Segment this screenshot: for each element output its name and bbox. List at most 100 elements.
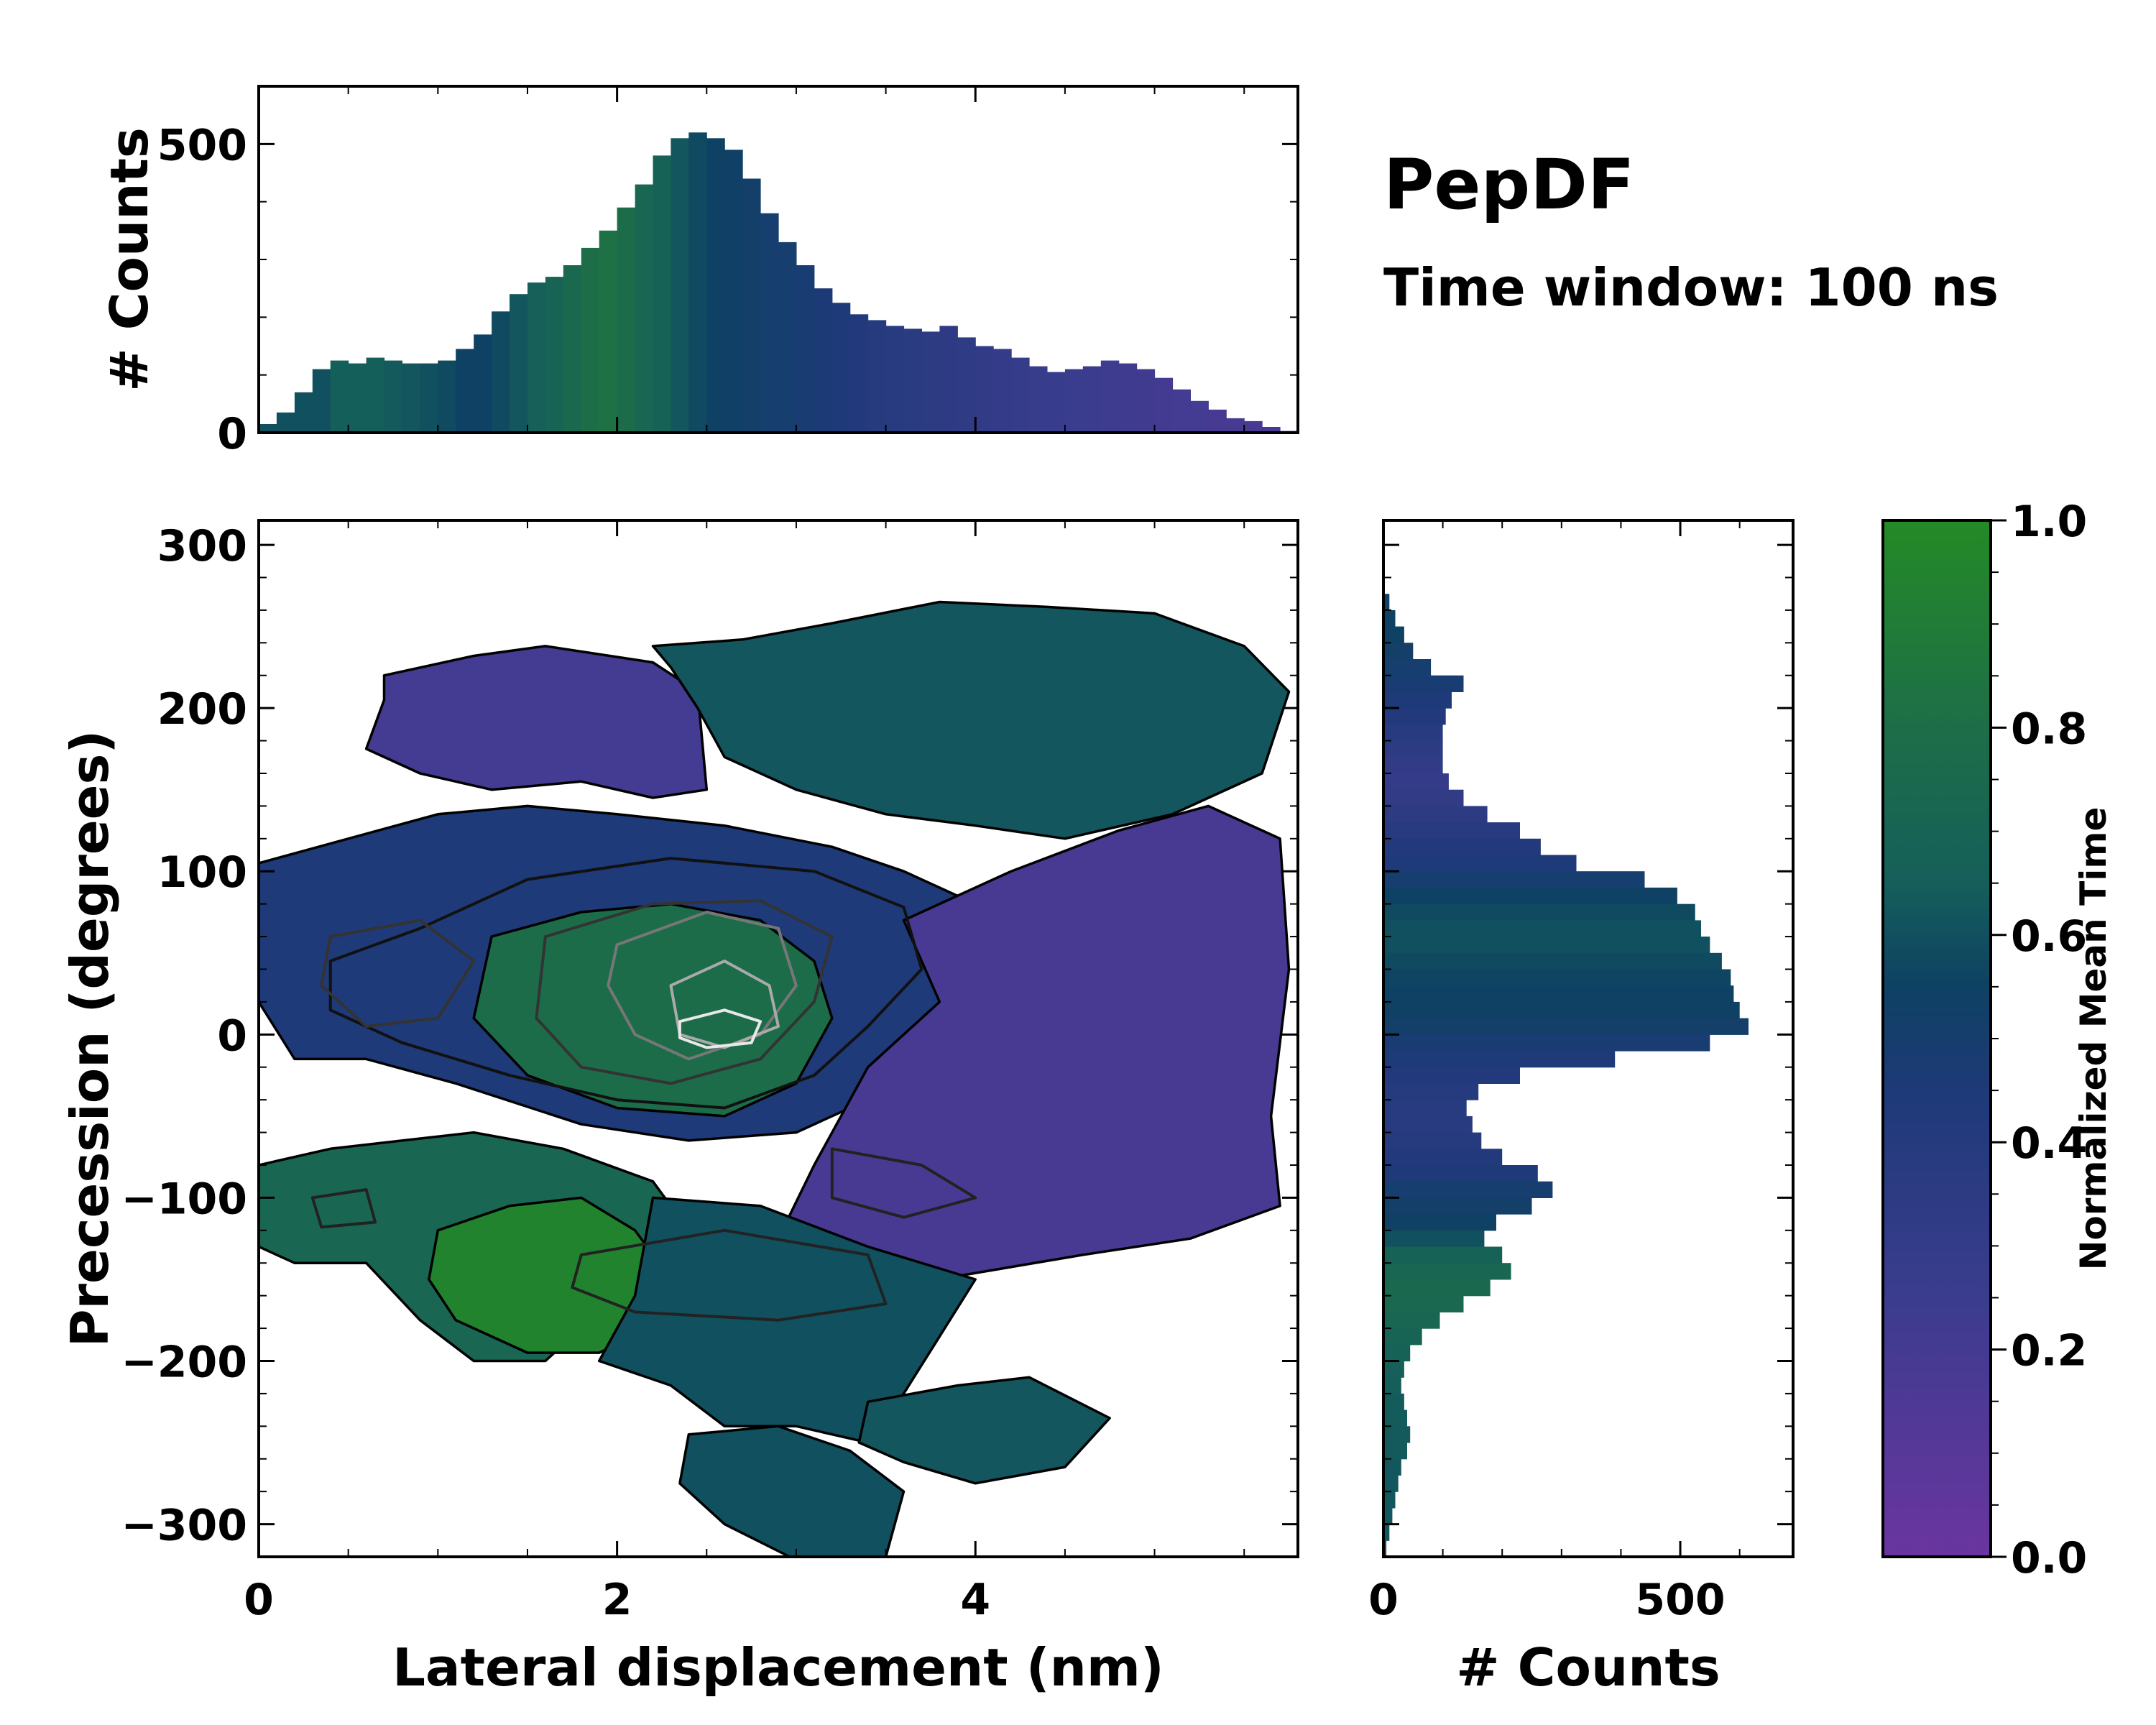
top-histogram-bar [563, 265, 582, 433]
top-histogram-ticks: 0 500 [157, 86, 1298, 459]
top-histogram-bar [581, 247, 600, 433]
top-histogram-bar [796, 265, 815, 433]
right-histogram-bar [1383, 969, 1731, 986]
top-histogram-bar [1226, 418, 1245, 433]
right-histogram-bar [1383, 740, 1443, 758]
y-tick-label: −200 [121, 1337, 247, 1387]
right-histogram-bar [1383, 1295, 1464, 1312]
top-histogram-bar [760, 213, 779, 433]
right-histogram-bar [1383, 1524, 1390, 1541]
y-tick-label: 200 [157, 684, 247, 735]
right-histogram-bar [1383, 1475, 1399, 1492]
x-tick-label: 2 [602, 1575, 632, 1625]
top-histogram-bar [1100, 360, 1120, 433]
heatmap-region-bottom-teal-tail [678, 1425, 906, 1557]
top-histogram-bar [1154, 377, 1174, 433]
right-histogram-bar [1383, 1034, 1710, 1052]
right-histogram-bar [1383, 1100, 1467, 1117]
top-y-tick-label: 500 [157, 120, 247, 170]
right-histogram-bar [1383, 952, 1722, 970]
right-histogram-frame [1382, 519, 1795, 1558]
top-histogram-bar [1064, 369, 1084, 433]
top-histogram-bar [456, 349, 474, 433]
right-histogram-bar [1383, 1051, 1616, 1068]
right-histogram-bar [1383, 822, 1520, 840]
x-tick-label: 4 [960, 1575, 990, 1625]
top-histogram-bar [366, 357, 385, 433]
right-x-tick-label: 0 [1368, 1575, 1399, 1625]
right-histogram-bar [1383, 1116, 1473, 1133]
top-histogram-bar [814, 288, 833, 433]
top-histogram-bar [1047, 372, 1066, 433]
top-histogram: 0 500 # Counts [99, 85, 1299, 459]
heatmap-regions [259, 600, 1291, 1557]
right-histogram-bar [1383, 1393, 1404, 1411]
contour-right-lobe [830, 1147, 977, 1219]
right-histogram-bar [1383, 903, 1695, 921]
y-tick-label: 0 [217, 1011, 247, 1061]
right-histogram-bars [1383, 594, 1749, 1557]
top-histogram-ylabel: # Counts [99, 127, 160, 392]
right-histogram-bar [1383, 1507, 1393, 1525]
right-histogram-bar [1383, 806, 1488, 823]
right-histogram-bar [1383, 855, 1577, 872]
top-histogram-bar [1244, 420, 1263, 433]
right-histogram-bar [1383, 626, 1404, 643]
top-histogram-bar [259, 424, 277, 433]
right-histogram-bar [1383, 1083, 1479, 1100]
chart-title: PepDF [1383, 144, 1634, 225]
top-histogram-bar [635, 184, 654, 433]
right-histogram-bar [1383, 1246, 1503, 1264]
colorbar-tick-label: 1.0 [2011, 497, 2087, 547]
right-histogram-bar [1383, 610, 1396, 627]
top-histogram-bar [294, 392, 313, 433]
heatmap-contours [310, 857, 977, 1322]
top-histogram-bar [724, 150, 743, 433]
contour-mid [535, 899, 834, 1085]
top-histogram-bar [1208, 409, 1227, 433]
top-histogram-bar [510, 294, 528, 433]
right-histogram-bar [1383, 675, 1464, 692]
right-histogram-bar [1383, 691, 1452, 709]
contour-peak [678, 1008, 763, 1049]
right-histogram-bar [1383, 643, 1414, 660]
top-histogram-bar [528, 282, 546, 433]
top-histogram-bar [957, 337, 976, 433]
right-histogram-bar [1383, 1197, 1532, 1215]
top-histogram-bar [474, 334, 492, 433]
top-histogram-bar [903, 328, 922, 433]
colorbar-tick-label: 0.6 [2011, 911, 2087, 962]
right-histogram-bar [1383, 871, 1645, 888]
top-histogram-bar [653, 155, 671, 433]
main-heatmap-ticks: 0 2 4 300 200 100 0 −100 −200 −300 [121, 520, 1298, 1625]
top-histogram-bar [545, 277, 564, 433]
contour-lower-lobe [571, 1228, 888, 1322]
top-histogram-bar [1172, 389, 1191, 433]
right-histogram-bar [1383, 1312, 1440, 1329]
right-histogram-xlabel: # Counts [1456, 1637, 1720, 1698]
main-heatmap: 0 2 4 300 200 100 0 −100 −200 −300 Lateral displa… [60, 519, 1299, 1698]
heatmap-region-upper-right-teal [651, 600, 1291, 840]
top-histogram-bar [420, 363, 438, 433]
right-histogram-bar [1383, 708, 1446, 725]
right-histogram-bar [1383, 659, 1432, 676]
colorbar-gradient [1883, 520, 1991, 1557]
colorbar-tick-label: 0.2 [2011, 1326, 2087, 1376]
y-tick-label: −100 [121, 1174, 247, 1224]
top-histogram-bars [259, 132, 1298, 433]
right-histogram-bar [1383, 1279, 1491, 1297]
right-histogram-bar [1383, 1443, 1407, 1460]
top-histogram-bar [1118, 363, 1138, 433]
right-histogram-bar [1383, 920, 1701, 937]
top-histogram-bar [617, 207, 636, 433]
top-histogram-bar [885, 326, 905, 433]
top-histogram-bar [1029, 366, 1048, 433]
right-histogram-bar [1383, 773, 1449, 791]
main-heatmap-frame [257, 519, 1299, 1558]
top-histogram-bar [778, 242, 797, 433]
colorbar-label: Normalized Mean Time [2073, 807, 2114, 1271]
right-histogram-bar [1383, 838, 1541, 856]
colorbar-tick-label: 0.8 [2011, 704, 2087, 754]
top-histogram-bar [706, 138, 725, 433]
